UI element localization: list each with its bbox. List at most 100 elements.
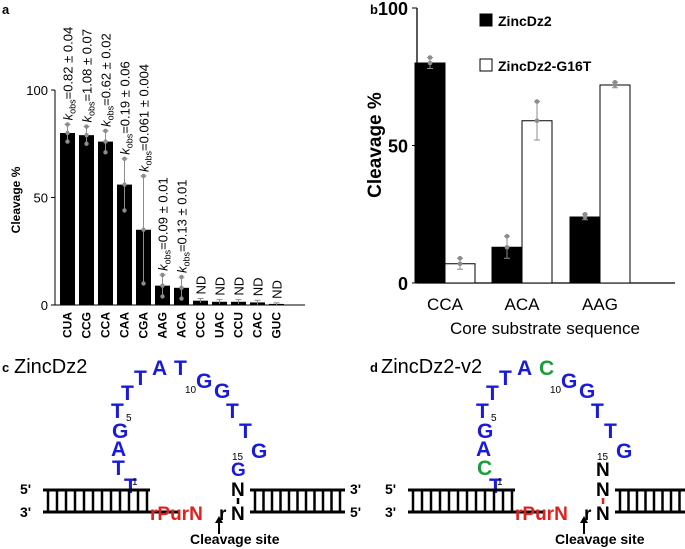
kobs-annotation: kobs=0.061 ± 0.004 (137, 64, 154, 172)
loop-nucleotide: T (604, 420, 617, 443)
chart-a-y-tick-label: 0 (41, 298, 48, 313)
bar-zincdz2-aag (569, 216, 601, 284)
position-number-5: 5 (126, 413, 132, 424)
kobs-annotation: ND (213, 277, 228, 296)
substrate-rpurn: rPurN (515, 504, 568, 525)
end-3-left: 3' (385, 504, 396, 520)
data-point (103, 139, 108, 144)
chart-a-x-tick-label: CCG (80, 312, 94, 339)
loop-nucleotide: G (214, 380, 230, 403)
end-3-left: 3' (20, 504, 31, 520)
data-point (141, 173, 146, 179)
data-point (160, 272, 165, 278)
loop-nucleotide: A (111, 438, 126, 461)
kobs-annotation: ND (194, 276, 209, 295)
loop-nucleotide: T (226, 400, 239, 423)
panel-label-b: b (370, 2, 378, 17)
data-point (122, 156, 127, 161)
data-point (141, 227, 146, 232)
kobs-annotation: kobs=0.82 ± 0.04 (61, 27, 78, 121)
loop-nucleotide: T (174, 357, 187, 380)
data-point (65, 139, 70, 144)
position-number-5: 5 (491, 413, 497, 424)
loop-nucleotide: T (121, 382, 134, 405)
loop-nucleotide: G (616, 440, 632, 463)
data-point (534, 118, 540, 124)
bar-caa (117, 184, 132, 305)
pair-bottom-n: N (596, 504, 610, 525)
pair-top-n: N (596, 480, 610, 501)
loop-nucleotide: G (561, 370, 577, 393)
chart-b-x-tick-label: ACA (505, 295, 541, 314)
position-number-1: 1 (132, 477, 138, 488)
loop-nucleotide: G (231, 460, 246, 481)
left-duplex (43, 488, 178, 514)
r-prefix: r (584, 504, 592, 525)
data-point (612, 79, 618, 85)
cleavage-arrowhead (215, 516, 223, 523)
kobs-annotation: kobs=1.08 ± 0.07 (80, 29, 97, 123)
chart-a-x-tick-label: AAG (156, 312, 170, 339)
data-point (582, 211, 588, 217)
data-point (84, 132, 89, 138)
bar-ccg (79, 135, 94, 305)
pair-bottom-n: N (231, 504, 245, 525)
loop-nucleotide: A (476, 438, 491, 461)
chart-a-x-tick-label: CUA (61, 312, 75, 338)
chart-a-y-tick-label: 100 (26, 83, 48, 98)
cleavage-arrowhead (580, 516, 588, 523)
chart-b-y-label: Cleavage % (365, 92, 386, 198)
chart-a-x-tick-label: CAC (251, 312, 265, 338)
left-duplex (408, 488, 543, 514)
loop-nucleotide: T (476, 400, 489, 423)
kobs-annotation: kobs=0.13 ± 0.01 (175, 179, 192, 273)
chart-a-x-tick-label: CCA (99, 312, 113, 338)
chart-a-x-tick-label: UAC (213, 312, 227, 338)
loop-nucleotide: T (499, 367, 512, 390)
data-point (103, 128, 108, 134)
r-prefix: r (219, 504, 227, 525)
right-duplex (615, 488, 685, 514)
kobs-annotation: kobs=0.09 ± 0.01 (156, 177, 173, 271)
data-point (160, 283, 165, 288)
loop-nucleotide: T (134, 367, 147, 390)
loop-nucleotide: G (579, 380, 595, 403)
end-3-right: 3' (350, 481, 361, 497)
diagram-d-title: ZincDz2-v2 (381, 356, 482, 378)
loop-nucleotide: G (251, 440, 267, 463)
bar-cua (60, 133, 75, 305)
loop-nucleotide: T (112, 457, 125, 480)
diagram-c-title: ZincDz2 (14, 356, 87, 378)
loop-nucleotide: A (517, 357, 532, 380)
data-point (504, 244, 510, 250)
loop-nucleotide: C (477, 457, 492, 480)
data-point (179, 274, 184, 280)
loop-nucleotide: G (112, 420, 128, 443)
data-point (457, 255, 463, 261)
kobs-annotation: ND (270, 280, 285, 299)
loop-nucleotide: T (239, 420, 252, 443)
end-5-left: 5' (20, 481, 31, 497)
position-number-10: 10 (550, 385, 562, 396)
legend-label-zincdz2: ZincDz2 (498, 13, 552, 29)
loop-nucleotide: T (124, 475, 137, 498)
data-point (160, 294, 165, 299)
data-point (84, 141, 89, 146)
position-number-10: 10 (185, 385, 197, 396)
diagram-d: ZincDz2-v2 TCAGTTTACGGTTG1510155'3'3'5'N… (381, 356, 685, 547)
bar-zincdz2-g16t-aag (599, 84, 631, 284)
chart-a-x-tick-label: CCU (232, 312, 246, 338)
legend-label-zincdz2-g16t: ZincDz2-G16T (498, 58, 592, 74)
data-point (141, 281, 146, 286)
panel-label-c: c (2, 360, 9, 375)
loop-nucleotide: N (596, 460, 610, 481)
data-point (534, 99, 540, 104)
loop-nucleotide: T (489, 475, 502, 498)
pair-top-n: N (231, 480, 245, 501)
end-5-left: 5' (385, 481, 396, 497)
data-point (457, 261, 463, 267)
cleavage-site-label: Cleavage site (555, 531, 645, 547)
end-5-right: 5' (350, 504, 361, 520)
panel-label-a: a (2, 2, 10, 17)
bar-zincdz2-cca (414, 62, 446, 284)
